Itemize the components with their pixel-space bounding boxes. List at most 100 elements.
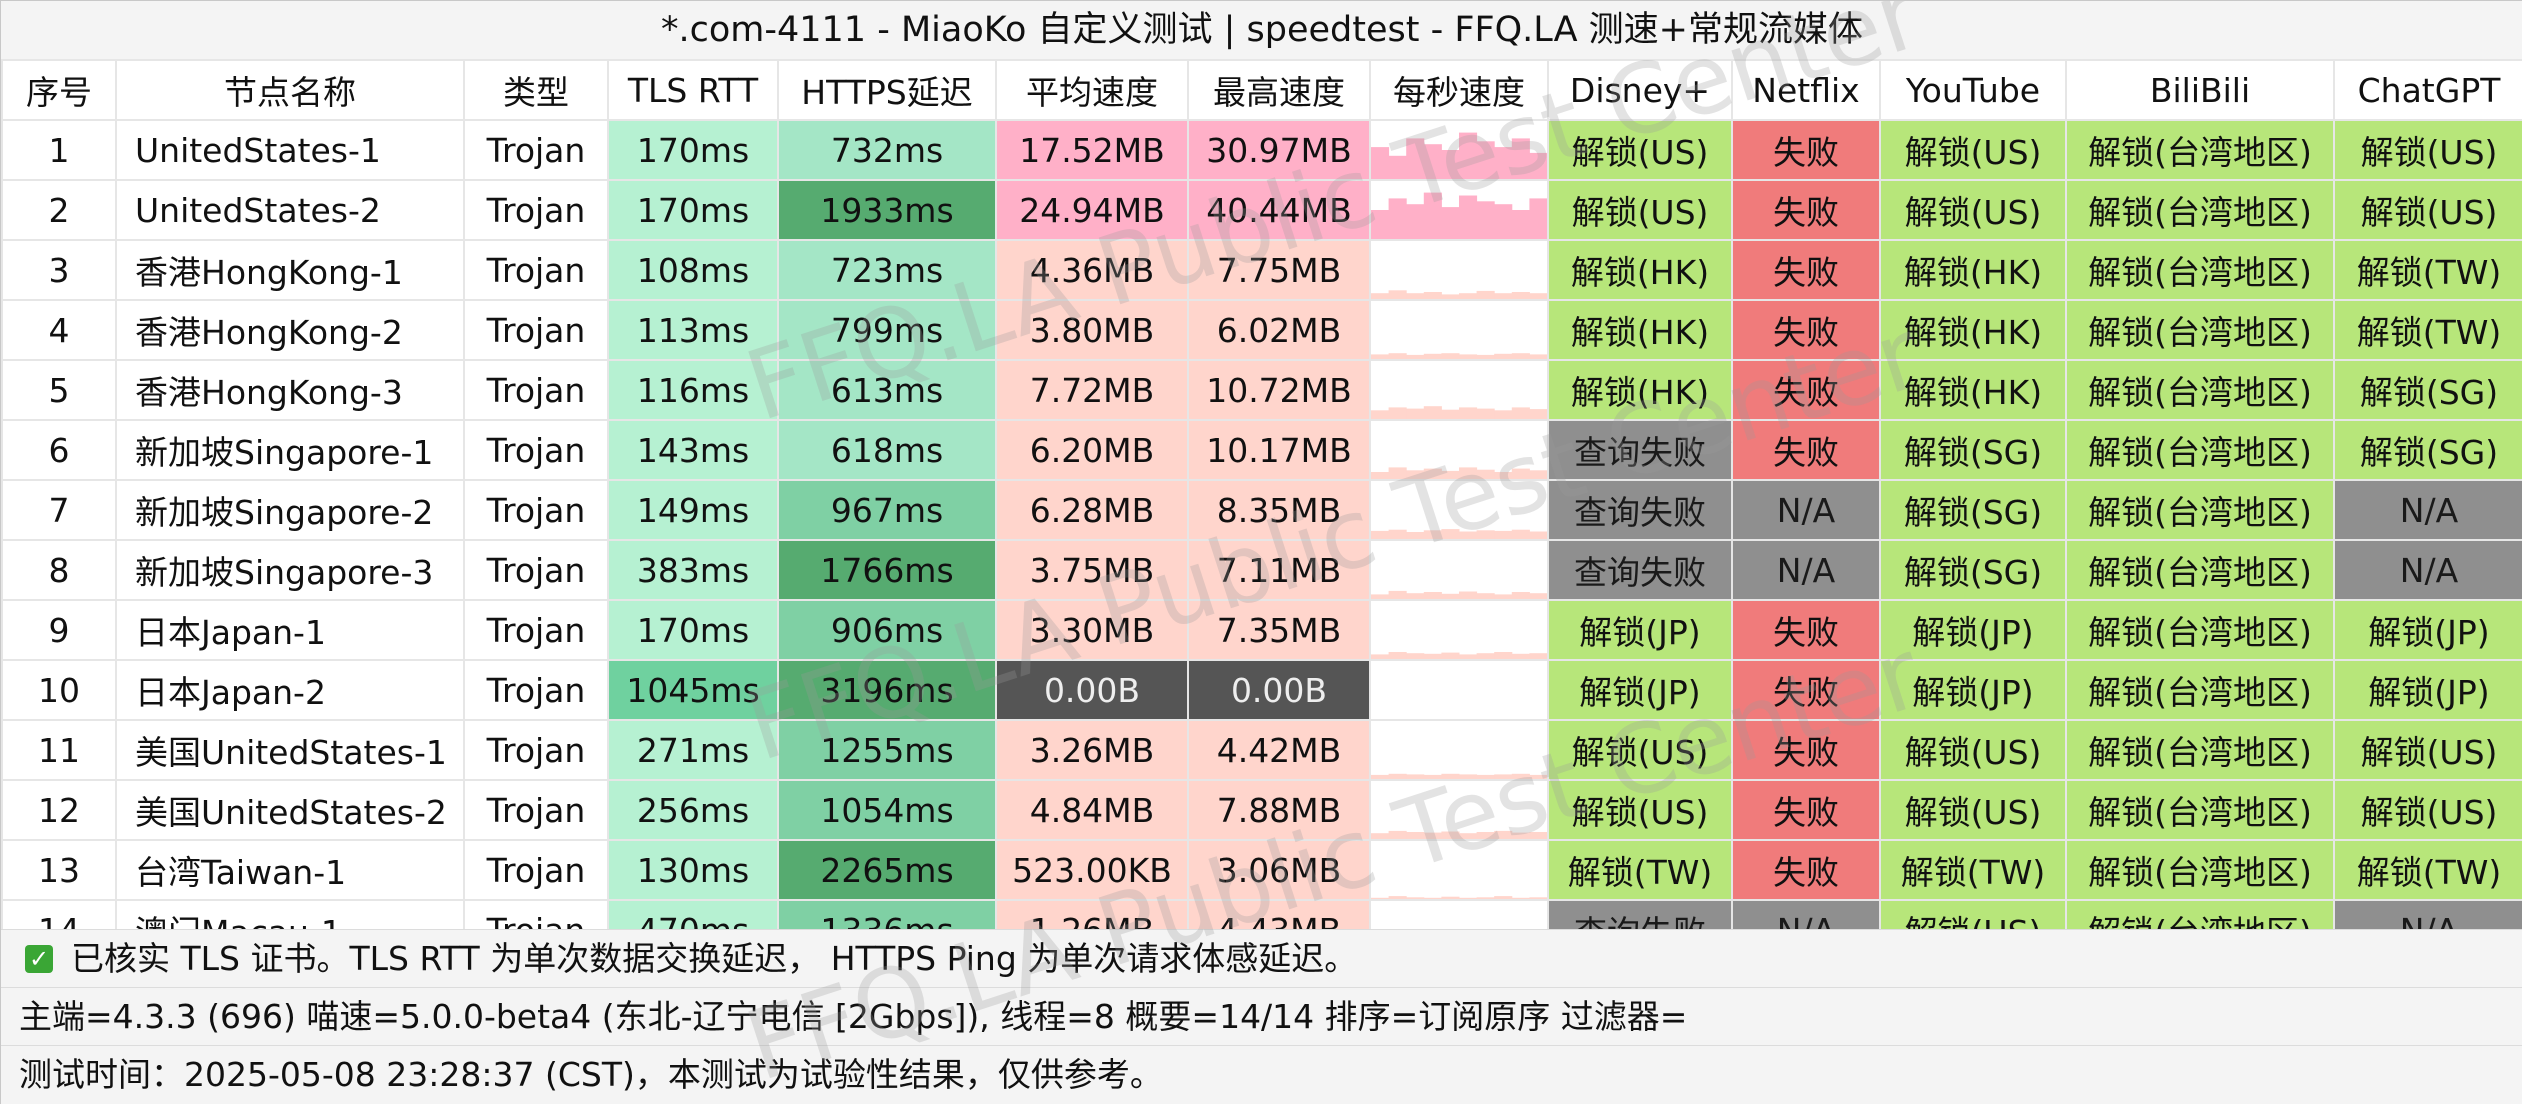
- row-index: 6: [1, 419, 117, 481]
- node-name: 日本Japan-1: [115, 599, 465, 661]
- table-row: 8 新加坡Singapore-3 Trojan 383ms 1766ms 3.75MB 7.…: [1, 539, 2522, 601]
- chatgpt-status: 解锁(US): [2333, 779, 2522, 841]
- node-name: 美国UnitedStates-2: [115, 779, 465, 841]
- sparkline-bar: [1494, 594, 1513, 598]
- col-header-tls-rtt: TLS RTT: [607, 59, 779, 121]
- row-index: 10: [1, 659, 117, 721]
- tls-note-text: 已核实 TLS 证书。TLS RTT 为单次数据交换延迟， HTTPS Ping…: [71, 939, 1358, 978]
- node-name: 香港HongKong-2: [115, 299, 465, 361]
- col-header-index: 序号: [1, 59, 117, 121]
- table-row: 12 美国UnitedStates-2 Trojan 256ms 1054ms 4.84M…: [1, 779, 2522, 841]
- col-header-type: 类型: [463, 59, 609, 121]
- bilibili-status: 解锁(台湾地区): [2065, 839, 2335, 901]
- youtube-status: 解锁(HK): [1879, 359, 2067, 421]
- bilibili-status: 解锁(台湾地区): [2065, 179, 2335, 241]
- sparkline-bar: [1372, 472, 1390, 478]
- youtube-status: 解锁(US): [1879, 179, 2067, 241]
- results-table: 序号 节点名称 类型 TLS RTT HTTPS延迟 平均速度 最高速度 每秒速…: [1, 59, 2522, 961]
- col-header-netflix: Netflix: [1731, 59, 1881, 121]
- sparkline-bar: [1529, 832, 1546, 838]
- node-type: Trojan: [463, 359, 609, 421]
- sparkline-bar: [1476, 832, 1495, 838]
- sparkline-bar: [1459, 467, 1478, 478]
- youtube-status: 解锁(US): [1879, 719, 2067, 781]
- sparkline-bar: [1494, 896, 1513, 898]
- node-name: 新加坡Singapore-3: [115, 539, 465, 601]
- max-speed: 7.11MB: [1187, 539, 1371, 601]
- max-speed: 7.75MB: [1187, 239, 1371, 301]
- sparkline-bar: [1388, 773, 1407, 778]
- tls-rtt: 170ms: [607, 119, 779, 181]
- sparkline-bar: [1529, 593, 1546, 598]
- sparkline-bar: [1406, 593, 1425, 598]
- disney-status: 解锁(HK): [1547, 359, 1733, 421]
- sparkline-bar: [1494, 410, 1513, 418]
- tls-rtt: 1045ms: [607, 659, 779, 721]
- chatgpt-status: 解锁(TW): [2333, 239, 2522, 301]
- col-header-chatgpt: ChatGPT: [2333, 59, 2522, 121]
- sparkline-bar: [1459, 654, 1478, 658]
- disney-status: 解锁(US): [1547, 779, 1733, 841]
- node-name: 新加坡Singapore-2: [115, 479, 465, 541]
- max-speed: 4.42MB: [1187, 719, 1371, 781]
- https-latency: 618ms: [777, 419, 997, 481]
- sparkline-bar: [1459, 407, 1478, 418]
- sparkline-bar: [1494, 353, 1513, 358]
- sparkline-bar: [1406, 832, 1425, 838]
- node-type: Trojan: [463, 719, 609, 781]
- bilibili-status: 解锁(台湾地区): [2065, 779, 2335, 841]
- node-type: Trojan: [463, 539, 609, 601]
- netflix-status: 失败: [1731, 359, 1881, 421]
- per-second-speed: [1369, 539, 1549, 601]
- netflix-status: 失败: [1731, 179, 1881, 241]
- sparkline-bar: [1494, 204, 1513, 238]
- node-type: Trojan: [463, 599, 609, 661]
- sparkline-bar: [1511, 897, 1530, 898]
- sparkline-bar: [1372, 354, 1390, 358]
- youtube-status: 解锁(US): [1879, 119, 2067, 181]
- chatgpt-status: 解锁(TW): [2333, 839, 2522, 901]
- bilibili-status: 解锁(台湾地区): [2065, 719, 2335, 781]
- table-row: 6 新加坡Singapore-1 Trojan 143ms 618ms 6.20MB 10.…: [1, 419, 2522, 481]
- sparkline-bar: [1459, 897, 1478, 898]
- sparkline-bar: [1511, 292, 1530, 298]
- sparkline-bar: [1423, 144, 1442, 178]
- sparkline-bar: [1441, 896, 1460, 898]
- table-row: 2 UnitedStates-2 Trojan 170ms 1933ms 24.94MB 4…: [1, 179, 2522, 241]
- chatgpt-status: N/A: [2333, 479, 2522, 541]
- sparkline-bar: [1529, 531, 1546, 538]
- per-second-speed: [1369, 779, 1549, 841]
- https-latency: 1255ms: [777, 719, 997, 781]
- col-header-bilibili: BiliBili: [2065, 59, 2335, 121]
- sparkline-bar: [1476, 201, 1495, 238]
- disney-status: 解锁(JP): [1547, 659, 1733, 721]
- sparkline-bar: [1494, 293, 1513, 298]
- max-speed: 30.97MB: [1187, 119, 1371, 181]
- netflix-status: 失败: [1731, 719, 1881, 781]
- sparkline-bar: [1511, 407, 1530, 418]
- netflix-status: N/A: [1731, 539, 1881, 601]
- avg-speed: 523.00KB: [995, 839, 1189, 901]
- sparkline-bar: [1459, 293, 1478, 298]
- node-name: 香港HongKong-1: [115, 239, 465, 301]
- disney-status: 查询失败: [1547, 539, 1733, 601]
- https-latency: 967ms: [777, 479, 997, 541]
- sparkline-bar: [1423, 292, 1442, 298]
- sparkline-bar: [1476, 290, 1495, 298]
- max-speed: 8.35MB: [1187, 479, 1371, 541]
- youtube-status: 解锁(JP): [1879, 659, 2067, 721]
- table-row: 9 日本Japan-1 Trojan 170ms 906ms 3.30MB 7.35MB 解锁…: [1, 599, 2522, 661]
- col-header-per-second-speed: 每秒速度: [1369, 59, 1549, 121]
- chatgpt-status: 解锁(SG): [2333, 419, 2522, 481]
- speed-sparkline: [1372, 406, 1546, 418]
- netflix-status: N/A: [1731, 479, 1881, 541]
- sparkline-bar: [1406, 470, 1425, 478]
- disney-status: 解锁(US): [1547, 719, 1733, 781]
- sparkline-bar: [1459, 591, 1478, 598]
- https-latency: 613ms: [777, 359, 997, 421]
- sparkline-bar: [1388, 830, 1407, 838]
- node-type: Trojan: [463, 299, 609, 361]
- sparkline-bar: [1423, 468, 1442, 478]
- node-name: 香港HongKong-3: [115, 359, 465, 421]
- sparkline-bar: [1476, 354, 1495, 358]
